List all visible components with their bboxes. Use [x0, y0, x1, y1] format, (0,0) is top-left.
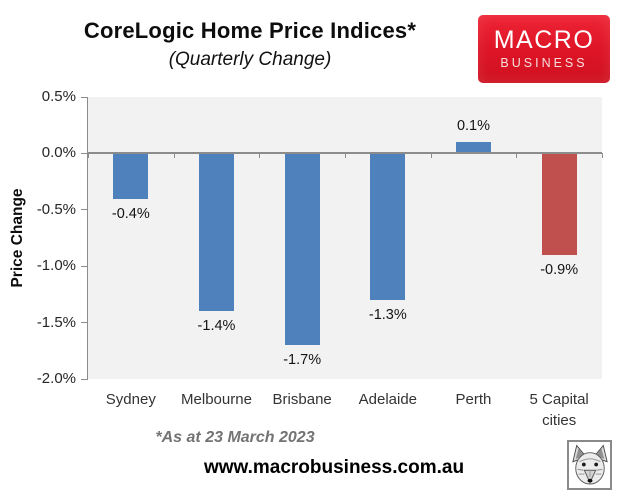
y-axis-tick-label: -2.0% [36, 370, 76, 387]
y-axis-tick-label: 0.0% [41, 144, 76, 162]
x-axis-label-5-capital-cities: 5 Capital cities [529, 391, 589, 429]
bar-value-label-melbourne: -1.4% [197, 318, 236, 335]
x-axis-tick [259, 153, 261, 159]
chart-title: CoreLogic Home Price Indices* [83, 18, 417, 43]
y-axis-line [87, 97, 88, 379]
y-axis-tick-label: 0.5% [41, 88, 76, 105]
plot-area [88, 97, 602, 379]
x-axis-tick [345, 153, 346, 159]
bar-adelaide [370, 153, 406, 301]
macrobusiness-logo: MACRO BUSINESS [478, 15, 610, 83]
x-axis-tick [516, 153, 518, 159]
website-url: www.macrobusiness.com.au [203, 457, 465, 478]
y-axis-tick-label: -1.5% [36, 313, 76, 331]
x-axis-label-adelaide: Adelaide [358, 391, 418, 408]
x-axis-tick [602, 153, 603, 159]
bar-brisbane [284, 153, 320, 346]
x-axis-tick [173, 153, 175, 159]
x-axis-tick [430, 153, 432, 159]
y-axis-tick [81, 322, 88, 324]
x-axis-label-brisbane: Brisbane [272, 391, 332, 408]
logo-text-macro: MACRO [493, 26, 595, 55]
y-axis-tick-label: -1.0% [36, 257, 76, 275]
bar-value-label-5-capital-cities: -0.9% [540, 261, 579, 278]
x-axis-tick [88, 153, 89, 159]
bar-melbourne [199, 153, 234, 312]
chart-subtitle: (Quarterly Change) [168, 49, 332, 70]
x-axis-label-sydney: Sydney [105, 391, 156, 408]
bar-value-label-perth: 0.1% [456, 118, 491, 135]
y-axis-tick [81, 152, 88, 154]
bar-5-capital-cities [541, 153, 577, 255]
x-axis-label-melbourne: Melbourne [181, 391, 252, 408]
y-axis-tick [81, 265, 88, 267]
y-axis-tick [81, 378, 88, 380]
chart-header: CoreLogic Home Price Indices* (Quarterly… [0, 18, 500, 71]
y-axis-tick-label: -0.5% [36, 200, 76, 218]
y-axis-tick [81, 209, 88, 211]
bar-value-label-adelaide: -1.3% [368, 307, 407, 324]
fox-logo-icon [571, 444, 608, 484]
bar-value-label-sydney: -0.4% [111, 205, 150, 222]
bar-perth [456, 142, 491, 154]
x-axis-label-perth: Perth [455, 391, 492, 408]
bar-sydney [113, 153, 149, 199]
bar-value-label-brisbane: -1.7% [283, 352, 322, 369]
logo-text-business: BUSINESS [500, 56, 588, 71]
footnote: *As at 23 March 2023 [155, 429, 315, 446]
y-axis-tick [81, 96, 88, 98]
x-axis-line [88, 152, 602, 154]
fox-logo [567, 440, 612, 490]
